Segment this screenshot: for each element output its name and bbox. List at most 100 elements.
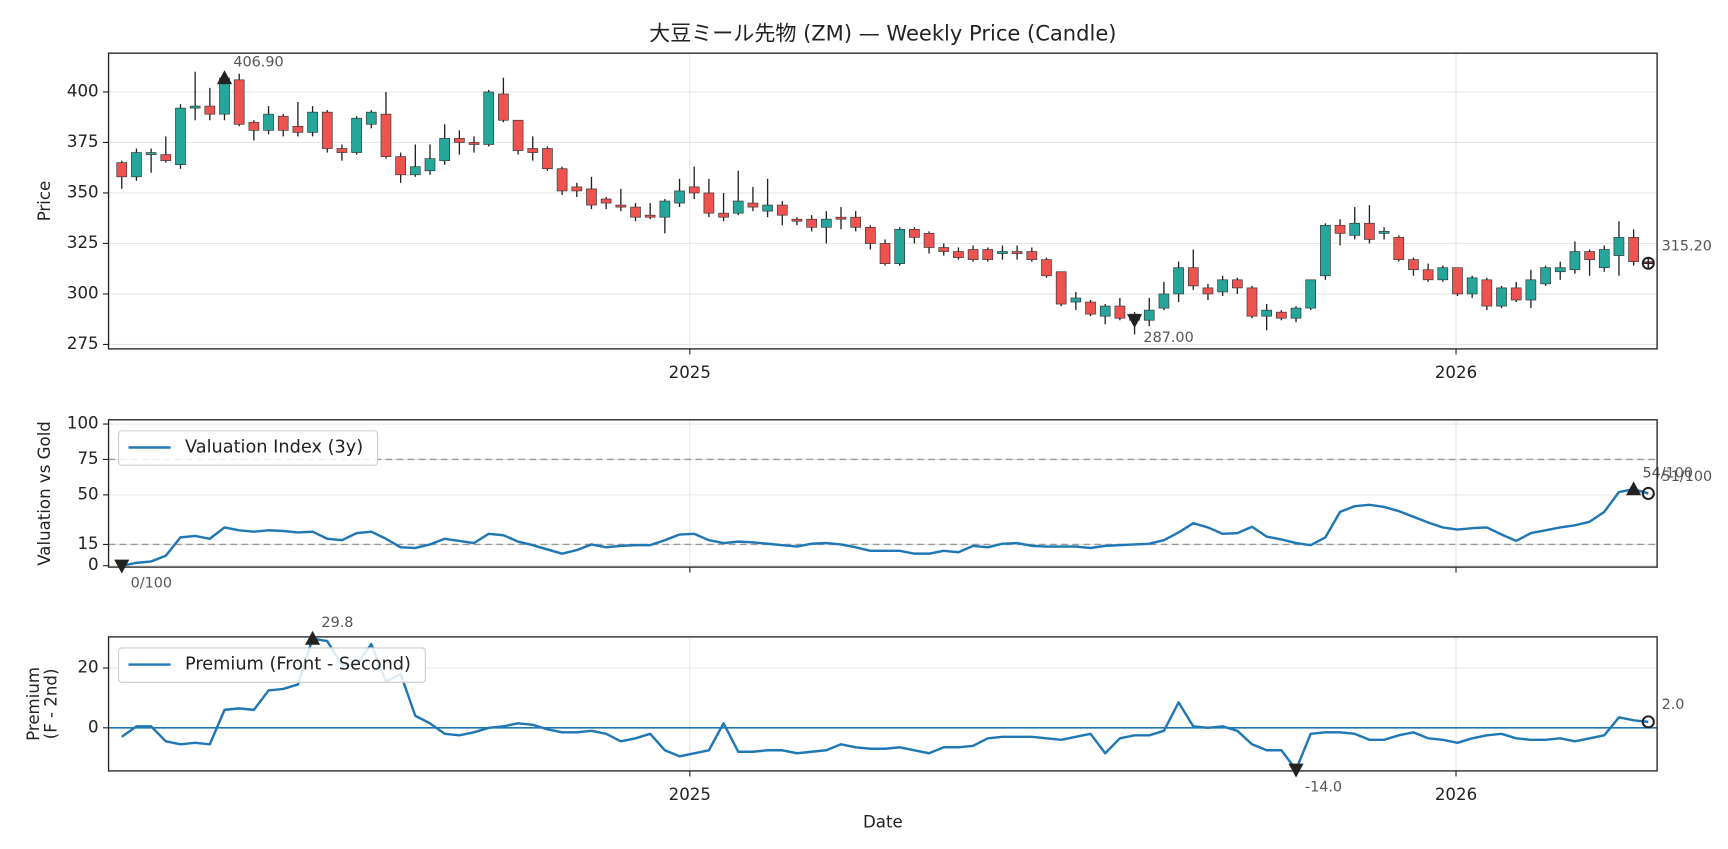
candle-body	[1320, 224, 1331, 277]
annotation-label: 0/100	[131, 575, 172, 591]
candle-body	[630, 206, 641, 218]
candle-body	[894, 228, 906, 264]
candle-body	[233, 79, 245, 125]
candle-body	[835, 216, 847, 220]
candle-body	[1569, 251, 1581, 271]
candle-body	[160, 154, 172, 161]
annotation-label: 54/100	[1642, 466, 1693, 482]
candle-body	[175, 107, 186, 166]
candle-body	[1496, 287, 1507, 307]
y-axis-label: (F - 2nd)	[42, 669, 61, 740]
candle-body	[1261, 309, 1272, 317]
plot-frame	[107, 52, 1658, 350]
y-tick-label: 0	[88, 717, 99, 736]
candle-body	[468, 142, 480, 145]
plot-frame	[107, 419, 1658, 568]
candle-body	[1452, 267, 1463, 295]
candle-body	[292, 125, 304, 133]
annotation-label: 2.0	[1662, 697, 1685, 713]
legend-label: Premium (Front - Second)	[185, 655, 411, 675]
candle-body	[1305, 279, 1317, 309]
candle-body	[1584, 251, 1595, 260]
max-marker	[216, 70, 233, 85]
y-tick-label: 0	[88, 555, 99, 574]
candle-body	[1011, 251, 1023, 254]
y-tick-label: 400	[67, 81, 99, 100]
candle-body	[703, 192, 715, 214]
chart-title: 大豆ミール先物 (ZM) — Weekly Price (Candle)	[649, 20, 1116, 45]
candle-body	[263, 113, 274, 131]
annotation-label: -14.0	[1305, 779, 1342, 795]
x-tick-label: 2026	[1435, 785, 1477, 804]
candle-body	[1085, 301, 1096, 315]
candle-body	[1349, 222, 1361, 236]
plot-frame	[107, 636, 1658, 772]
legend-box	[117, 430, 379, 466]
x-tick-label: 2025	[669, 785, 711, 804]
candle-body	[1143, 309, 1155, 321]
candle-body	[1334, 224, 1346, 234]
candle-body	[938, 247, 950, 252]
candle-body	[879, 243, 891, 264]
max-marker	[1626, 481, 1642, 496]
candle-body	[145, 152, 157, 155]
candle-body	[454, 138, 465, 143]
candle-body	[967, 249, 979, 260]
candle-body	[483, 91, 495, 145]
candle-body	[1437, 267, 1449, 281]
y-tick-label: 20	[77, 658, 98, 677]
candle-body	[820, 218, 832, 228]
candle-body	[1290, 307, 1302, 319]
candle-body	[189, 105, 201, 109]
annotation-label: 51/100	[1662, 469, 1713, 485]
candle-body	[571, 186, 583, 192]
candle-body	[365, 111, 377, 125]
candle-body	[997, 251, 1008, 254]
y-tick-label: 50	[77, 484, 98, 503]
candle-body	[806, 218, 817, 228]
candle-body	[439, 138, 451, 161]
y-tick-label: 375	[67, 132, 99, 151]
candle-body	[586, 188, 597, 206]
candle-body	[1187, 267, 1199, 287]
candle-body	[321, 111, 333, 149]
candle-body	[1114, 305, 1126, 319]
candle-body	[776, 204, 788, 216]
candle-body	[307, 111, 318, 133]
candle-body	[424, 158, 436, 172]
candle-body	[1554, 267, 1566, 273]
candle-body	[1041, 259, 1052, 277]
candle-body	[556, 168, 568, 192]
annotation-label: 29.8	[321, 615, 353, 631]
candle-body	[659, 200, 671, 218]
candle-body	[498, 93, 509, 121]
candle-body	[1217, 279, 1228, 293]
candle-body	[1422, 269, 1434, 281]
line-series	[121, 487, 1649, 567]
candle-body	[1510, 287, 1522, 301]
annotation-label: 315.20	[1662, 239, 1712, 255]
min-marker	[1126, 314, 1143, 329]
candle-body	[850, 216, 861, 228]
candle-body	[395, 156, 406, 176]
last-marker	[1641, 486, 1655, 500]
candle-body	[277, 115, 289, 131]
candle-body	[512, 119, 524, 151]
candle-body	[791, 218, 803, 222]
y-tick-label: 275	[67, 334, 99, 353]
candle-body	[1070, 297, 1082, 303]
candle-body	[1246, 287, 1258, 317]
candle-body	[674, 190, 685, 204]
candle-body	[953, 251, 964, 258]
candle-body	[762, 204, 773, 212]
candle-body	[1598, 249, 1610, 269]
legend: Premium (Front - Second)	[117, 647, 426, 683]
candle-body	[1202, 287, 1214, 295]
candle-body	[865, 226, 876, 244]
candle-body	[982, 249, 994, 260]
candle-body	[909, 228, 920, 238]
candle-body	[1393, 237, 1405, 260]
candle-body	[718, 212, 729, 218]
x-tick-label: 2025	[669, 363, 711, 382]
